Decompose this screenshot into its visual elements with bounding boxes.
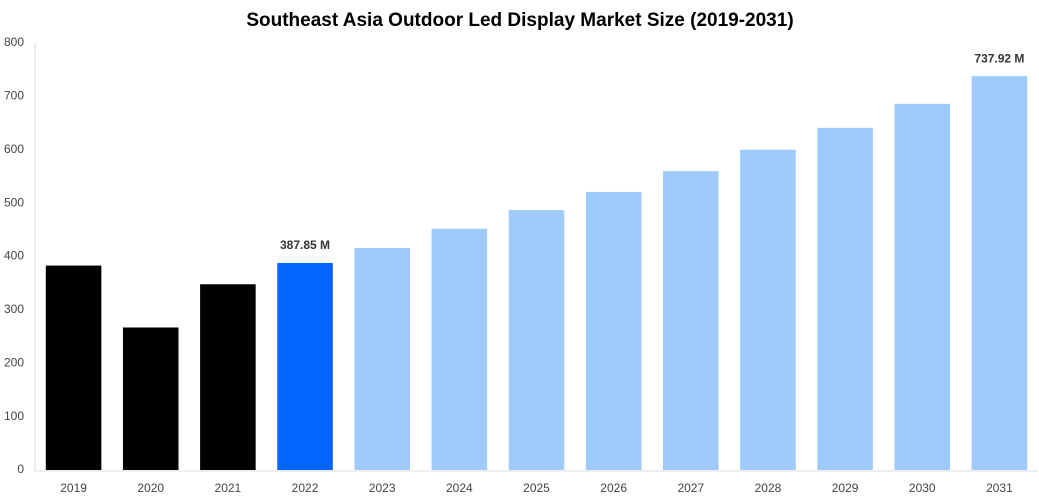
bar [200, 284, 256, 470]
x-tick-label: 2031 [986, 481, 1013, 495]
x-tick-label: 2024 [446, 481, 473, 495]
value-label: 737.92 M [974, 51, 1024, 65]
bar [354, 247, 410, 470]
x-tick-label: 2029 [832, 481, 859, 495]
chart-title: Southeast Asia Outdoor Led Display Marke… [246, 10, 793, 31]
y-tick-label: 300 [4, 302, 24, 316]
bar [740, 149, 796, 470]
x-tick-label: 2022 [292, 481, 319, 495]
bar [585, 191, 642, 470]
bar [663, 171, 719, 470]
bar [971, 76, 1028, 471]
x-tick-label: 2023 [369, 481, 396, 495]
bar [894, 103, 951, 470]
y-tick-label: 400 [4, 249, 24, 263]
y-tick-label: 100 [4, 409, 24, 423]
y-tick-label: 200 [4, 355, 24, 369]
y-tick-label: 700 [4, 89, 24, 103]
x-tick-label: 2028 [755, 481, 782, 495]
x-tick-label: 2026 [600, 481, 627, 495]
x-tick-label: 2019 [60, 481, 87, 495]
y-tick-label: 800 [4, 35, 24, 49]
bar [508, 210, 565, 470]
x-tick-label: 2025 [523, 481, 550, 495]
bar [431, 228, 488, 470]
y-tick-label: 600 [4, 142, 24, 156]
x-tick-label: 2021 [215, 481, 242, 495]
bar [122, 327, 179, 470]
x-tick-label: 2030 [909, 481, 936, 495]
x-tick-label: 2020 [137, 481, 164, 495]
bar [277, 262, 333, 470]
y-tick-label: 500 [4, 195, 24, 209]
x-tick-label: 2027 [677, 481, 704, 495]
y-tick-label: 0 [17, 462, 24, 476]
value-label: 387.85 M [280, 238, 330, 252]
bar [45, 265, 102, 470]
bar [817, 127, 873, 471]
